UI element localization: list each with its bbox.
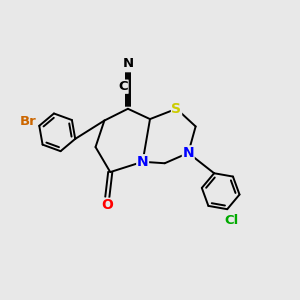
Text: Br: Br — [20, 115, 37, 128]
Text: N: N — [122, 57, 134, 70]
Text: C: C — [118, 80, 128, 93]
Text: S: S — [172, 102, 182, 116]
Text: N: N — [137, 155, 148, 169]
Text: Cl: Cl — [224, 214, 238, 227]
Text: O: O — [101, 198, 113, 212]
Text: N: N — [182, 146, 194, 160]
